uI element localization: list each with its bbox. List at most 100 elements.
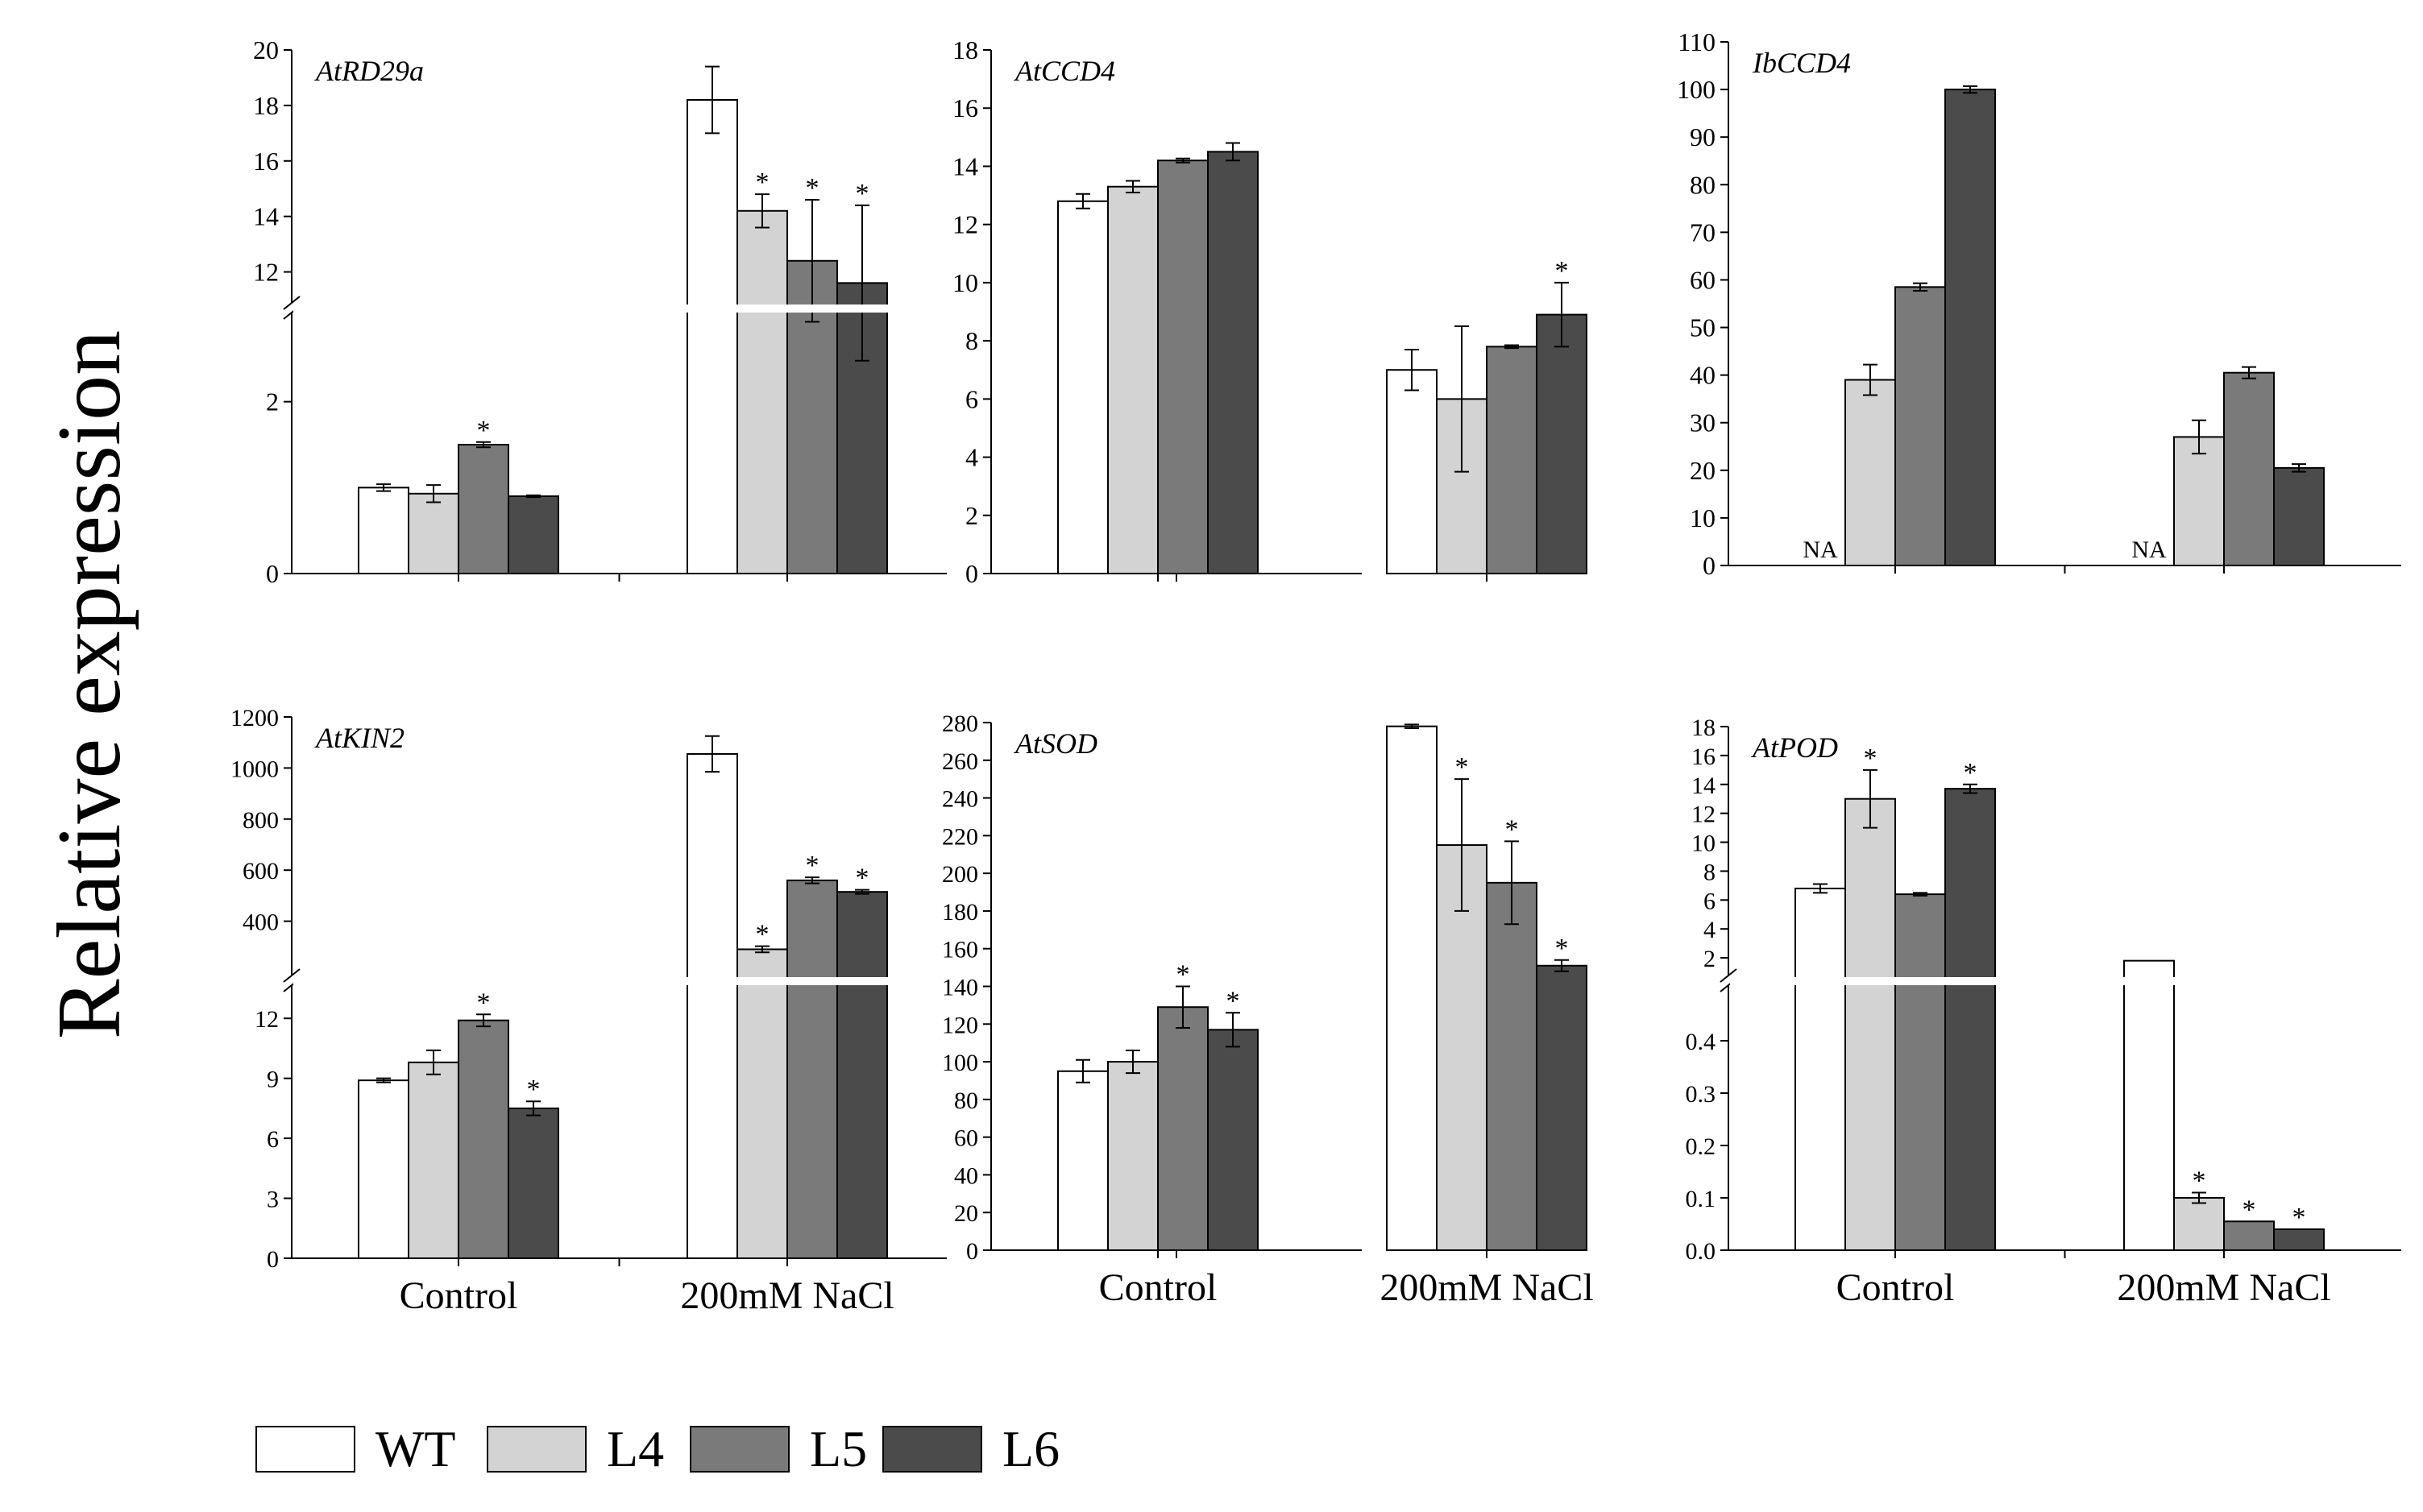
y-tick-label: 16	[1691, 744, 1716, 770]
axis-break-gap	[1730, 977, 2403, 985]
y-tick-label: 4	[1703, 917, 1716, 943]
panel-title: AtKIN2	[314, 722, 405, 754]
bar-l5-200mm-nacl	[1486, 346, 1537, 574]
bar-l6-200mm-nacl	[2273, 1228, 2325, 1251]
y-tick-label: 100	[1677, 75, 1716, 104]
significance-star: *	[806, 173, 819, 203]
bar-l6-control	[1207, 1029, 1259, 1252]
y-tick-label: 60	[954, 1125, 978, 1152]
y-tick-label: 30	[1690, 408, 1716, 437]
y-tick-label: 12	[1691, 802, 1716, 828]
na-label: NA	[1803, 536, 1838, 563]
significance-star: *	[1964, 758, 1977, 788]
y-tick-label: 80	[954, 1087, 978, 1114]
bar-l4-control	[1844, 379, 1896, 566]
y-tick-label: 180	[942, 899, 978, 926]
y-tick-label: 140	[942, 975, 978, 1001]
x-tick-label-200mm-nacl: 200mM NaCl	[680, 1274, 894, 1317]
bar-wt-200mm-nacl	[687, 752, 738, 1259]
axis-break-gap	[293, 977, 948, 985]
y-tick-label: 400	[243, 909, 279, 936]
legend: WT L4 L5 L6	[255, 1420, 1060, 1477]
bar-wt-200mm-nacl	[1386, 725, 1438, 1251]
bar-l6-200mm-nacl	[1536, 964, 1587, 1251]
bars: * * * * *	[1057, 723, 1587, 1252]
y-tick-label: 0.1	[1686, 1186, 1716, 1212]
panel-title: IbCCD4	[1752, 47, 1851, 79]
y-tick-label: 18	[253, 91, 279, 120]
y-tick-label: 160	[942, 937, 978, 963]
y-tick-label: 16	[952, 93, 978, 122]
y-tick-label: 80	[1690, 170, 1716, 199]
bar-wt-control	[358, 487, 409, 574]
y-tick-label: 20	[954, 1200, 978, 1227]
bar-l6-control	[1944, 788, 1996, 1251]
significance-star: *	[1555, 256, 1569, 286]
y-tick-label: 6	[1703, 888, 1716, 914]
y-tick-label: 1200	[230, 705, 279, 731]
legend-label-l5: L5	[810, 1420, 867, 1477]
significance-star: *	[1176, 960, 1190, 990]
y-tick-label: 10	[1691, 831, 1716, 857]
y-tick-label: 0.4	[1686, 1029, 1716, 1055]
bar-l6-200mm-nacl	[1536, 313, 1587, 574]
bar-wt-control	[358, 1079, 409, 1260]
bars: * * * * *	[1794, 744, 2325, 1252]
bar-wt-200mm-nacl	[687, 99, 738, 574]
x-tick-label-control: Control	[400, 1274, 518, 1317]
y-tick-label: 8	[965, 326, 978, 355]
y-tick-label: 0	[966, 1238, 978, 1265]
bar-wt-200mm-nacl	[2123, 959, 2175, 1252]
y-tick-label: 2	[266, 387, 279, 416]
significance-star: *	[2292, 1203, 2306, 1232]
y-tick-label: 70	[1690, 217, 1716, 246]
bar-l5-200mm-nacl	[1486, 881, 1537, 1251]
significance-star: *	[856, 179, 869, 209]
significance-star: *	[1864, 744, 1877, 773]
axes: 0 2 12 14 16 18 20	[253, 35, 947, 588]
panel-atrd29a: 0 2 12 14 16 18 20 * * * * AtRD29a	[253, 35, 948, 588]
bar-l5-control	[458, 1019, 509, 1260]
significance-star: *	[856, 864, 869, 893]
bar-l6-control	[508, 1107, 559, 1260]
bar-l4-200mm-nacl	[2173, 1197, 2225, 1251]
y-tick-label: 12	[255, 1006, 279, 1033]
y-tick-label: 6	[267, 1126, 279, 1153]
y-tick-label: 3	[267, 1187, 279, 1213]
significance-star: *	[1555, 934, 1569, 963]
significance-star: *	[756, 920, 770, 950]
panel-atkin2: 0 3 6 9 12 400 600 800 1000 1200 * * * * * Control 200mM…	[230, 705, 948, 1317]
y-tick-label: 220	[942, 823, 978, 850]
panel-atpod: 0.0 0.1 0.2 0.3 0.4 2 4 6 810 12 14 16 18 * * * * * Contro…	[1686, 715, 2403, 1309]
bar-l6-200mm-nacl	[2273, 466, 2325, 567]
axis-break-mark	[283, 296, 301, 310]
legend-swatch-l4	[487, 1426, 587, 1473]
bar-l4-control	[1107, 185, 1159, 574]
y-tick-label: 260	[942, 748, 978, 775]
bar-wt-control	[1057, 200, 1109, 574]
y-tick-label: 2	[1703, 946, 1716, 972]
significance-star: *	[756, 168, 770, 197]
legend-swatch-l5	[690, 1426, 790, 1473]
axes: 0 2 4 6 8 10 12 14 16 18	[952, 35, 1487, 588]
y-tick-label: 0.0	[1686, 1238, 1716, 1265]
bar-l6-200mm-nacl	[836, 891, 888, 1260]
bar-l5-control	[1894, 893, 1946, 1252]
y-tick-label: 18	[952, 35, 978, 64]
y-tick-label: 90	[1690, 122, 1716, 151]
panel-ibccd4: 0 10 20 30 40 50 60 70 80 90 100 110 NA NA IbCCD4	[1677, 27, 2401, 580]
y-tick-label: 100	[942, 1050, 978, 1076]
panel-title: AtSOD	[1014, 727, 1097, 760]
significance-star: *	[477, 988, 491, 1017]
y-tick-label: 40	[1690, 361, 1716, 390]
bar-l5-control	[458, 444, 509, 574]
significance-star: *	[1505, 814, 1519, 844]
y-tick-label: 10	[952, 268, 978, 297]
bar-l4-control	[1844, 797, 1896, 1251]
panel-title: AtPOD	[1751, 731, 1838, 764]
x-tick-label-200mm-nacl: 200mM NaCl	[2117, 1266, 2330, 1309]
panel-atsod: 0 20 40 60 80 100 120 140 160 180 200 220 240 260 280 *…	[942, 710, 1594, 1309]
y-tick-label: 50	[1690, 313, 1716, 342]
bar-l5-200mm-nacl	[786, 879, 838, 1259]
